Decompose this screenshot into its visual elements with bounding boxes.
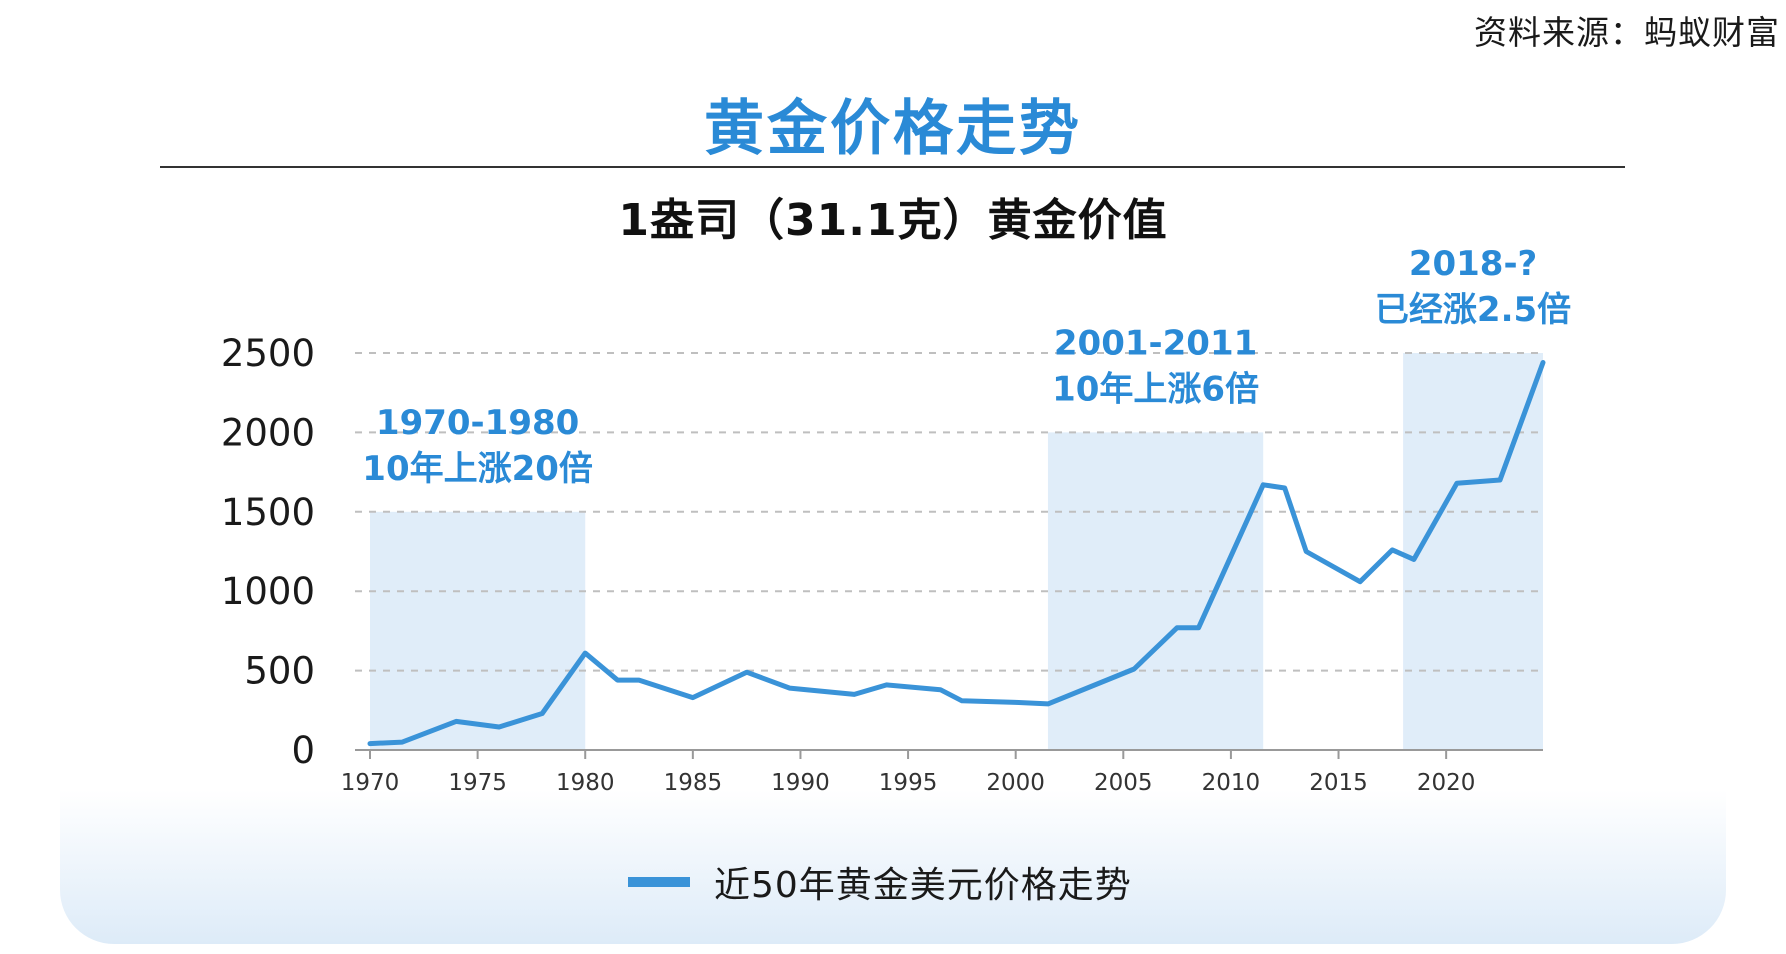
legend: 近50年黄金美元价格走势 — [628, 856, 1132, 908]
chart-subtitle: 1盎司（31.1克）黄金价值 — [618, 195, 1168, 246]
title-divider — [160, 166, 1625, 168]
y-tick-label-2000: 2000 — [221, 411, 315, 454]
legend-label: 近50年黄金美元价格走势 — [714, 865, 1132, 906]
source-note: 资料来源：蚂蚁财富 — [1474, 13, 1780, 52]
highlight-region-2 — [1403, 353, 1543, 750]
legend-swatch — [628, 877, 690, 887]
x-tick-label-1980: 1980 — [556, 770, 615, 796]
legend-panel-background — [60, 790, 1726, 944]
y-tick-label-1000: 1000 — [221, 570, 315, 613]
y-tick-label-500: 500 — [244, 650, 315, 693]
region-label-period-2: 2018-? — [1409, 244, 1537, 284]
x-tick-label-2020: 2020 — [1417, 770, 1476, 796]
x-tick-label-1990: 1990 — [771, 770, 830, 796]
highlight-regions — [370, 353, 1543, 750]
y-tick-label-2500: 2500 — [221, 332, 315, 375]
x-tick-label-1985: 1985 — [664, 770, 723, 796]
axes: 0 500 1000 1500 2000 2500 1970 1975 1980 1985 1990… — [221, 332, 1543, 796]
region-label-period-1: 2001-2011 — [1054, 323, 1257, 363]
region-label-growth-1: 10年上涨6倍 — [1052, 369, 1259, 409]
highlight-region-0 — [370, 511, 586, 750]
gridlines — [355, 352, 1543, 672]
x-tick-label-2005: 2005 — [1094, 770, 1153, 796]
region-label-growth-2: 已经涨2.5倍 — [1375, 290, 1571, 330]
series-layer — [367, 360, 1546, 747]
region-label-growth-0: 10年上涨20倍 — [362, 449, 593, 489]
series-line-0 — [367, 360, 1546, 747]
x-tick-label-1975: 1975 — [448, 770, 507, 796]
y-tick-label-1500: 1500 — [221, 491, 315, 534]
main-title: 黄金价格走势 — [704, 94, 1082, 164]
x-tick-label-2010: 2010 — [1202, 770, 1261, 796]
x-tick-label-2015: 2015 — [1309, 770, 1368, 796]
x-tick-label-1970: 1970 — [341, 770, 400, 796]
region-labels: 1970-1980 10年上涨20倍 2001-2011 10年上涨6倍 2018-? 已… — [362, 244, 1571, 489]
y-tick-label-0: 0 — [291, 729, 315, 772]
region-label-period-0: 1970-1980 — [376, 403, 579, 443]
x-tick-label-2000: 2000 — [986, 770, 1045, 796]
x-tick-label-1995: 1995 — [879, 770, 938, 796]
